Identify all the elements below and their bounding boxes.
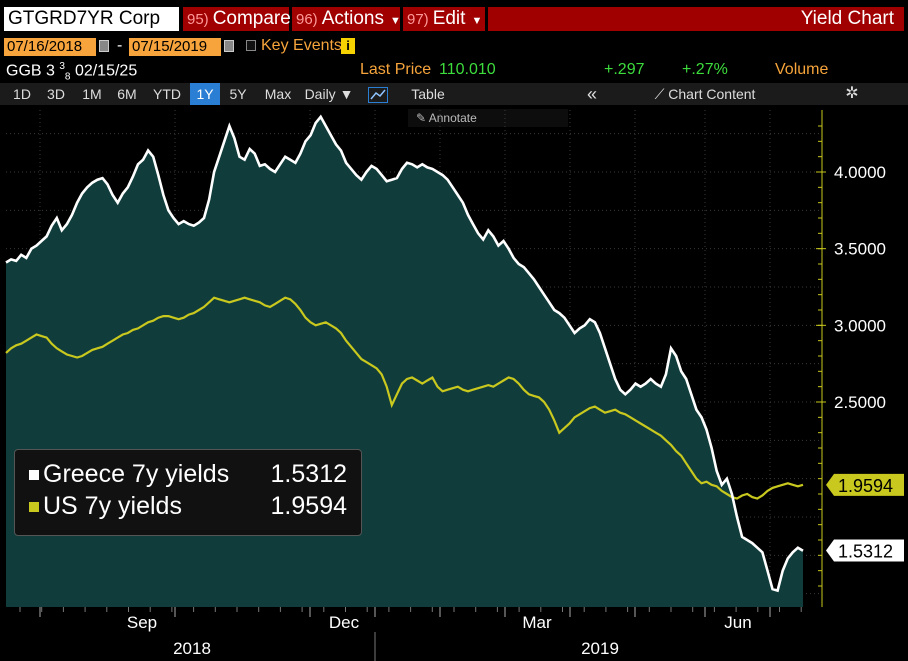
x-tick-label: Mar bbox=[522, 613, 552, 632]
compare-num: 95) bbox=[187, 11, 209, 28]
legend-us-value: 1.9594 bbox=[270, 492, 347, 520]
actions-button[interactable]: 96) Actions ▼ bbox=[292, 7, 401, 31]
edit-num: 97) bbox=[407, 11, 429, 28]
line-chart-icon[interactable] bbox=[364, 83, 392, 105]
table-button[interactable]: Table bbox=[411, 86, 445, 102]
collapse-icon[interactable]: « bbox=[586, 84, 597, 104]
y-tick-label: 4.0000 bbox=[834, 163, 886, 182]
price-change: +.297 bbox=[604, 61, 645, 78]
gear-icon[interactable]: ✲ bbox=[845, 85, 859, 102]
range-ytd[interactable]: YTD bbox=[153, 86, 181, 102]
calendar-icon[interactable] bbox=[99, 40, 109, 52]
x-axis-band bbox=[0, 607, 908, 661]
key-events-checkbox[interactable] bbox=[246, 40, 256, 51]
year-label: 2019 bbox=[581, 639, 619, 658]
y-tick-label: 2.5000 bbox=[834, 393, 886, 412]
y-tick-label: 3.0000 bbox=[834, 316, 886, 335]
x-tick-label: Sep bbox=[127, 613, 157, 632]
greece-yield-line bbox=[5, 114, 804, 593]
last-value-tags: 1.9594 1.5312 bbox=[826, 473, 904, 562]
key-events-label: Key Events bbox=[261, 37, 342, 54]
greece-tag-bg bbox=[826, 539, 904, 562]
compare-label: Compare bbox=[212, 8, 291, 29]
legend-us: US 7y yields bbox=[29, 492, 182, 521]
range-5y[interactable]: 5Y bbox=[229, 86, 247, 102]
ticker-field[interactable]: GTGRD7YR Corp bbox=[4, 7, 179, 31]
chevron-down-icon: ▼ bbox=[471, 15, 483, 27]
security-description: GGB 3 38 02/15/25 bbox=[6, 61, 138, 83]
y-tick-label: 3.5000 bbox=[834, 240, 886, 259]
compare-button[interactable]: 95) Compare bbox=[183, 7, 291, 31]
us-tag-value: 1.9594 bbox=[838, 476, 893, 496]
range-1m[interactable]: 1M bbox=[82, 86, 102, 102]
last-price-value: 110.010 bbox=[439, 61, 496, 78]
info-icon[interactable]: i bbox=[341, 38, 355, 54]
x-tick-label: Dec bbox=[329, 613, 360, 632]
actions-label: Actions bbox=[321, 8, 384, 29]
last-price-label: Last Price bbox=[360, 61, 432, 78]
annotate-button[interactable]: ✎ Annotate bbox=[408, 109, 568, 127]
greece-swatch bbox=[29, 470, 39, 481]
y-axis: 2.5000 3.0000 3.5000 4.0000 bbox=[816, 110, 886, 607]
calendar-icon[interactable] bbox=[224, 40, 234, 52]
greece-tag-value: 1.5312 bbox=[838, 542, 893, 562]
volume-label: Volume bbox=[775, 61, 829, 78]
year-label: 2018 bbox=[173, 639, 211, 658]
us-yield-line bbox=[5, 296, 804, 500]
chevron-down-icon: ▼ bbox=[390, 15, 401, 27]
price-change-pct: +.27% bbox=[682, 61, 728, 78]
x-axis: Sep Dec Mar Jun 2018 2019 bbox=[0, 607, 908, 661]
chevron-down-icon: ▼ bbox=[339, 86, 354, 102]
range-max[interactable]: Max bbox=[264, 86, 292, 102]
legend-greece-value: 1.5312 bbox=[270, 460, 347, 488]
frequency-dropdown[interactable]: Daily ▼ bbox=[304, 86, 354, 102]
date-separator: - bbox=[117, 37, 123, 54]
edit-button[interactable]: 97) Edit ▼ bbox=[403, 7, 485, 31]
page-title: Yield Chart bbox=[488, 7, 904, 31]
chart-content-button[interactable]: ⟋ Chart Content bbox=[654, 86, 756, 102]
x-tick-label: Jun bbox=[724, 613, 751, 632]
us-swatch bbox=[29, 502, 39, 513]
end-date-field[interactable]: 07/15/2019 bbox=[129, 38, 221, 56]
actions-num: 96) bbox=[296, 11, 318, 28]
chart-icon: ⟋ bbox=[654, 86, 665, 102]
edit-label: Edit bbox=[432, 8, 466, 29]
legend-greece: Greece 7y yields bbox=[29, 460, 229, 489]
us-tag-bg bbox=[826, 473, 904, 496]
start-date-field[interactable]: 07/16/2018 bbox=[4, 38, 96, 56]
range-1y[interactable]: 1Y bbox=[190, 83, 220, 105]
toolbar bbox=[0, 83, 908, 105]
pencil-icon: ✎ bbox=[416, 111, 427, 125]
chart-legend: Greece 7y yields 1.5312 US 7y yields 1.9… bbox=[14, 449, 362, 536]
range-3d[interactable]: 3D bbox=[47, 86, 65, 102]
range-1d[interactable]: 1D bbox=[13, 86, 31, 102]
range-6m[interactable]: 6M bbox=[117, 86, 137, 102]
